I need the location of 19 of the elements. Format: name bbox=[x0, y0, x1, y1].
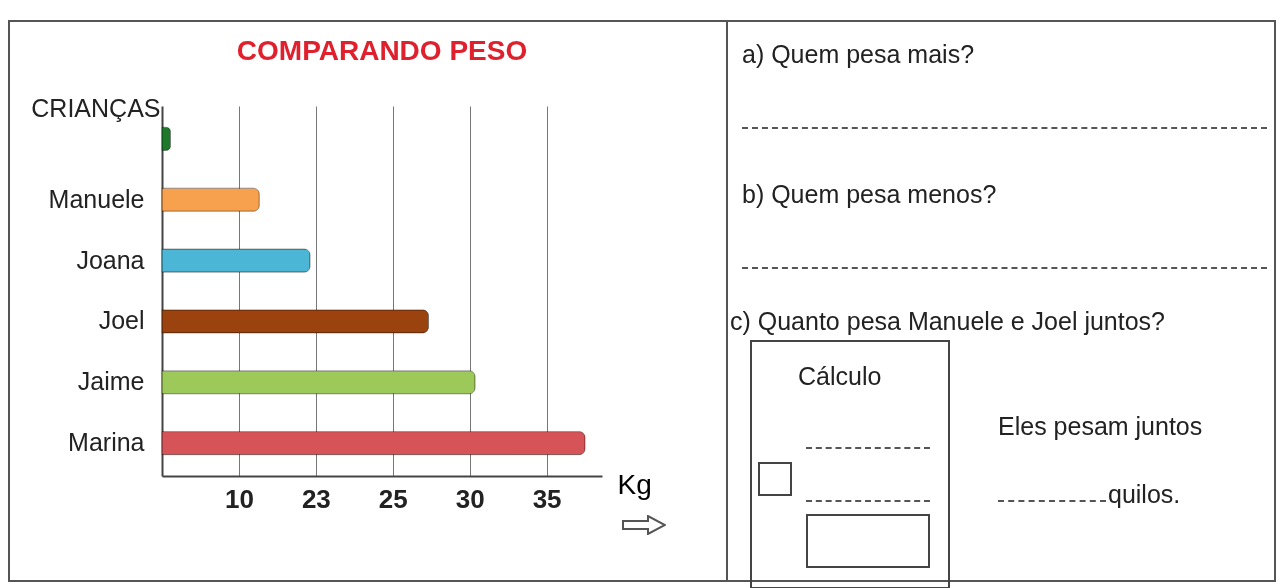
text: Eles pesam juntos bbox=[998, 412, 1203, 441]
chart-title: COMPARANDO PESO bbox=[236, 35, 528, 66]
text: b) Quem pesa menos? bbox=[742, 180, 997, 209]
y-tick-label: Joana bbox=[76, 245, 145, 274]
text: 23 bbox=[301, 483, 331, 514]
y-tick-label: Jaime bbox=[77, 367, 145, 396]
text: a) Quem pesa mais? bbox=[742, 40, 975, 69]
text: Cálculo bbox=[798, 362, 882, 391]
text: 25 bbox=[378, 483, 408, 514]
text: quilos. bbox=[1108, 480, 1181, 509]
text: 10 bbox=[224, 483, 254, 514]
text: 35 bbox=[532, 483, 562, 514]
y-tick-label: Manuele bbox=[48, 184, 145, 213]
text: c) Quanto pesa Manuele e Joel juntos? bbox=[730, 307, 1165, 336]
y-tick-label: Joel bbox=[98, 306, 145, 335]
y-axis-title: CRIANÇAS bbox=[31, 93, 161, 122]
y-tick-label: Marina bbox=[68, 428, 145, 457]
text: 30 bbox=[455, 483, 485, 514]
x-axis-title: Kg bbox=[617, 468, 652, 500]
